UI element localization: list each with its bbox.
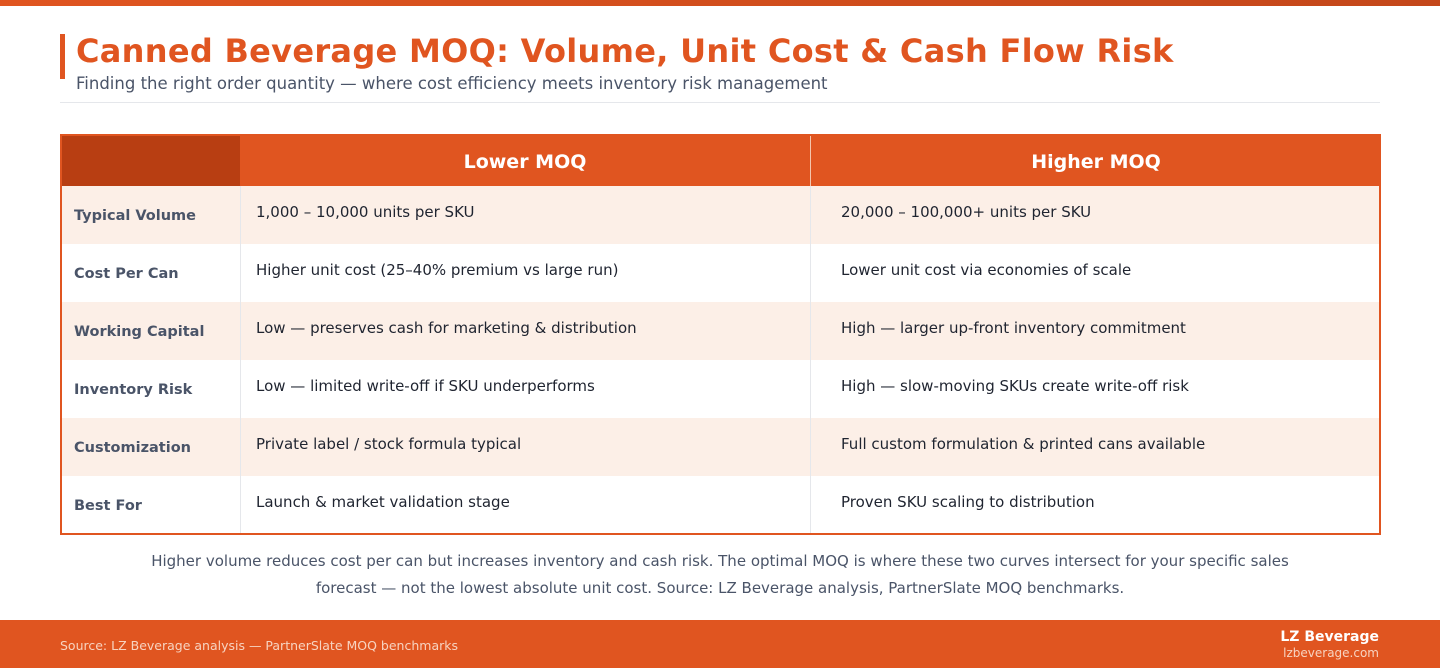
table-row: Cost Per Can Higher unit cost (25–40% pr… xyxy=(62,244,1379,302)
row-label: Best For xyxy=(74,498,142,514)
row-label: Inventory Risk xyxy=(74,382,193,398)
page-subtitle: Finding the right order quantity — where… xyxy=(76,74,828,93)
row-label: Cost Per Can xyxy=(74,266,179,282)
higher-moq-cell: High — slow-moving SKUs create write-off… xyxy=(841,377,1189,395)
footer-bar: Source: LZ Beverage analysis — PartnerSl… xyxy=(0,620,1440,668)
row-label: Typical Volume xyxy=(74,208,196,224)
footer-brand: LZ Beverage xyxy=(1280,629,1379,645)
lower-moq-cell: Low — preserves cash for marketing & dis… xyxy=(256,319,637,337)
row-label: Working Capital xyxy=(74,324,205,340)
column-divider xyxy=(810,186,811,533)
lower-moq-cell: Private label / stock formula typical xyxy=(256,435,522,453)
table-row: Customization Private label / stock form… xyxy=(62,418,1379,476)
lower-moq-cell: 1,000 – 10,000 units per SKU xyxy=(256,203,475,221)
lower-moq-cell: Low — limited write-off if SKU underperf… xyxy=(256,377,595,395)
column-divider xyxy=(240,186,241,533)
lower-moq-cell: Higher unit cost (25–40% premium vs larg… xyxy=(256,261,619,279)
comparison-table: Lower MOQ Higher MOQ Typical Volume 1,00… xyxy=(60,134,1381,535)
table-row: Inventory Risk Low — limited write-off i… xyxy=(62,360,1379,418)
higher-moq-cell: 20,000 – 100,000+ units per SKU xyxy=(841,203,1092,221)
higher-moq-cell: High — larger up-front inventory commitm… xyxy=(841,319,1186,337)
table-row: Typical Volume 1,000 – 10,000 units per … xyxy=(62,186,1379,244)
footnote-line-1: Higher volume reduces cost per can but i… xyxy=(151,552,1289,570)
top-accent-bar xyxy=(0,0,1440,6)
footnote-line-2: forecast — not the lowest absolute unit … xyxy=(315,579,1125,597)
table-row: Best For Launch & market validation stag… xyxy=(62,476,1379,534)
footer-source: Source: LZ Beverage analysis — PartnerSl… xyxy=(60,638,458,653)
column-header-higher-moq: Higher MOQ xyxy=(1031,151,1161,173)
header-divider xyxy=(60,102,1380,103)
column-header-lower-moq: Lower MOQ xyxy=(463,151,587,173)
row-label: Customization xyxy=(74,440,191,456)
table-row: Working Capital Low — preserves cash for… xyxy=(62,302,1379,360)
higher-moq-cell: Full custom formulation & printed cans a… xyxy=(841,435,1206,453)
higher-moq-cell: Proven SKU scaling to distribution xyxy=(841,493,1095,511)
higher-moq-cell: Lower unit cost via economies of scale xyxy=(841,261,1132,279)
table-header: Lower MOQ Higher MOQ xyxy=(60,134,1381,186)
lower-moq-cell: Launch & market validation stage xyxy=(256,493,510,511)
header-separator xyxy=(810,136,811,186)
title-accent-bar xyxy=(60,34,65,79)
table-header-corner xyxy=(62,136,240,186)
footnote: Higher volume reduces cost per can but i… xyxy=(60,548,1380,602)
page-title: Canned Beverage MOQ: Volume, Unit Cost &… xyxy=(76,32,1174,70)
footer-url: lzbeverage.com xyxy=(1283,646,1379,660)
